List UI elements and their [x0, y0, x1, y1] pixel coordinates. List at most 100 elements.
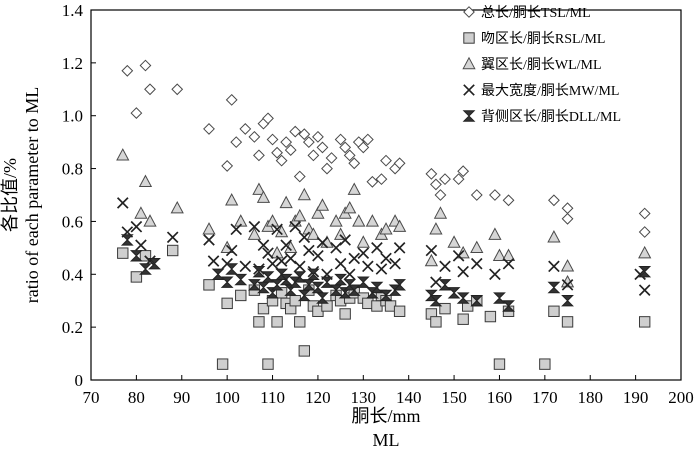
data-point-series-4 [316, 236, 329, 249]
data-point-series-3 [138, 174, 153, 187]
data-point-series-1 [271, 146, 283, 159]
data-point-series-3 [247, 227, 262, 240]
y-tick-label: 0.4 [62, 265, 84, 284]
data-point-series-4 [502, 257, 515, 270]
legend-marker-1 [463, 6, 475, 18]
legend: 总长/胴长TSL/ML 吻区长/胴长RSL/ML 翼区长/胴长WL/ML 最大宽度/胴… [462, 5, 621, 125]
data-point-series-1 [171, 83, 184, 96]
data-point-series-4 [271, 223, 283, 236]
y-tick-label: 0 [75, 371, 84, 390]
data-point-series-3 [433, 206, 448, 219]
y-tick-label: 0.6 [62, 212, 83, 231]
data-point-series-3 [315, 198, 330, 211]
data-point-series-5 [293, 271, 307, 283]
y-axis-title-en: ratio of each parameter to ML [22, 87, 42, 303]
y-tick-label: 1.0 [62, 107, 83, 126]
data-point-series-4 [389, 257, 401, 270]
data-point-series-4 [130, 220, 143, 233]
data-point-series-4 [393, 242, 406, 254]
data-point-series-2 [253, 316, 265, 328]
data-point-series-1 [561, 212, 574, 225]
data-point-series-1 [139, 59, 152, 72]
data-point-series-1 [425, 167, 438, 180]
y-tick-label: 1.2 [62, 54, 83, 73]
data-point-series-5 [429, 295, 443, 307]
data-point-series-1 [457, 165, 470, 178]
x-tick-label: 80 [128, 388, 145, 407]
data-point-series-3 [347, 182, 361, 195]
data-point-series-4 [203, 234, 215, 246]
data-point-series-5 [220, 276, 234, 288]
data-point-series-3 [447, 235, 461, 248]
legend-marker-2 [463, 32, 475, 44]
data-point-series-1 [130, 107, 143, 119]
x-tick-label: 160 [487, 388, 513, 407]
data-point-series-3 [638, 245, 652, 259]
y-tick-label: 0.8 [62, 160, 83, 179]
data-point-series-3 [343, 200, 357, 214]
data-point-series-3 [297, 187, 311, 201]
data-point-series-2 [321, 300, 333, 312]
data-point-series-2 [203, 279, 215, 291]
data-point-series-4 [262, 247, 274, 259]
data-point-series-4 [248, 220, 261, 233]
data-point-series-4 [135, 239, 147, 252]
data-point-series-3 [488, 227, 502, 240]
data-point-series-1 [225, 93, 238, 106]
data-point-series-1 [280, 136, 293, 149]
data-point-series-1 [312, 130, 324, 143]
data-point-series-4 [239, 260, 252, 273]
data-point-series-1 [334, 133, 347, 146]
data-point-series-3 [306, 227, 321, 240]
data-point-series-1 [339, 141, 352, 154]
data-point-series-4 [348, 252, 361, 265]
data-point-series-1 [561, 202, 574, 215]
data-point-series-2 [539, 358, 551, 370]
data-point-series-2 [439, 302, 451, 315]
data-point-series-3 [116, 148, 130, 161]
data-point-series-4 [357, 247, 370, 259]
data-point-series-1 [289, 125, 302, 138]
data-point-series-5 [502, 300, 515, 312]
data-point-series-1 [316, 141, 329, 154]
data-point-series-2 [294, 316, 306, 328]
data-point-series-3 [225, 193, 239, 206]
data-point-series-1 [430, 178, 442, 191]
data-point-series-1 [203, 123, 215, 135]
data-point-series-1 [548, 194, 560, 207]
data-point-series-2 [393, 305, 406, 317]
data-point-series-3 [270, 245, 284, 259]
x-tick-label: 90 [173, 388, 190, 407]
data-point-series-3 [279, 195, 293, 209]
data-point-series-1 [366, 175, 379, 188]
data-point-series-1 [298, 128, 311, 141]
data-point-series-4 [207, 255, 220, 267]
data-point-series-1 [307, 149, 320, 162]
x-tick-label: 190 [623, 388, 649, 407]
data-point-series-4 [230, 223, 243, 236]
data-point-series-4 [312, 249, 324, 262]
data-point-series-2 [561, 316, 574, 328]
x-tick-label: 180 [577, 388, 603, 407]
data-point-series-2 [271, 316, 283, 328]
data-point-series-1 [489, 189, 501, 201]
data-point-series-4 [303, 244, 315, 257]
data-point-series-5 [370, 281, 384, 294]
x-tick-label: 140 [396, 388, 422, 407]
data-point-series-4 [293, 260, 306, 273]
data-point-series-2 [457, 313, 469, 325]
data-point-series-5 [447, 287, 461, 299]
data-point-series-1 [638, 207, 651, 220]
data-point-series-5 [120, 234, 134, 246]
data-point-series-4 [266, 257, 279, 270]
data-point-series-4 [166, 231, 179, 244]
data-point-series-5 [279, 273, 293, 286]
data-point-series-3 [329, 214, 343, 227]
data-point-series-3 [256, 190, 271, 203]
data-point-series-1 [121, 64, 134, 77]
data-point-series-2 [339, 308, 351, 320]
legend-label: 总长/胴长TSL/ML [481, 5, 591, 21]
data-point-series-3 [265, 214, 280, 227]
data-point-series-4 [280, 239, 292, 252]
